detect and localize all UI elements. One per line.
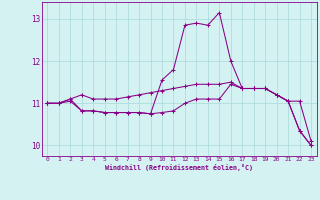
X-axis label: Windchill (Refroidissement éolien,°C): Windchill (Refroidissement éolien,°C): [105, 164, 253, 171]
